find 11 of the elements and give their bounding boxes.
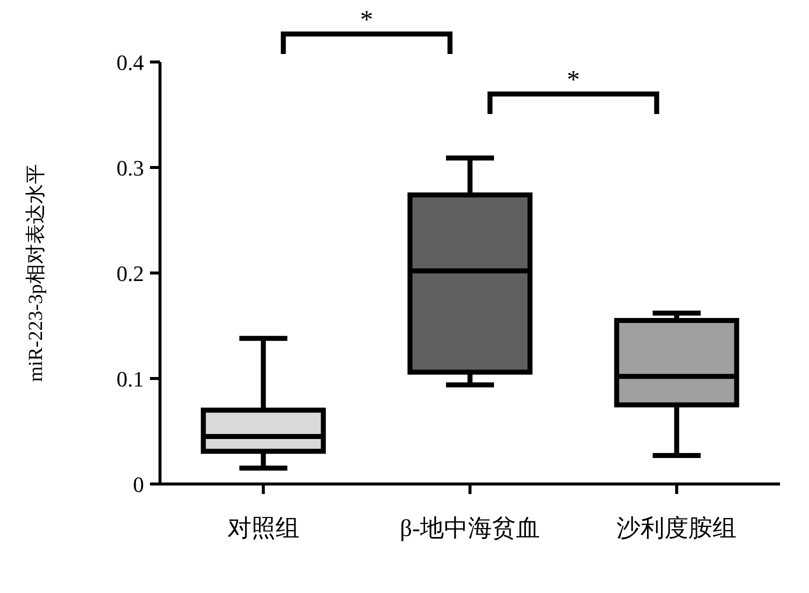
text: * [360,5,374,34]
x-tick-label: 沙利度胺组 [616,515,737,542]
annotation: * [566,65,580,94]
y-tick-label: 0.1 [116,366,144,392]
y-axis-title: miR-223-3p相对表达水平 [25,164,47,382]
x-tick-label: 对照组 [227,516,300,542]
x-tick-label: β-地中海贫血 [400,516,540,542]
y-tick-label: 0.3 [116,156,144,180]
y-tick-label: 0.4 [116,50,144,75]
y-tick-label: 0 [133,472,144,497]
y-tick-label: 0.2 [116,261,144,286]
